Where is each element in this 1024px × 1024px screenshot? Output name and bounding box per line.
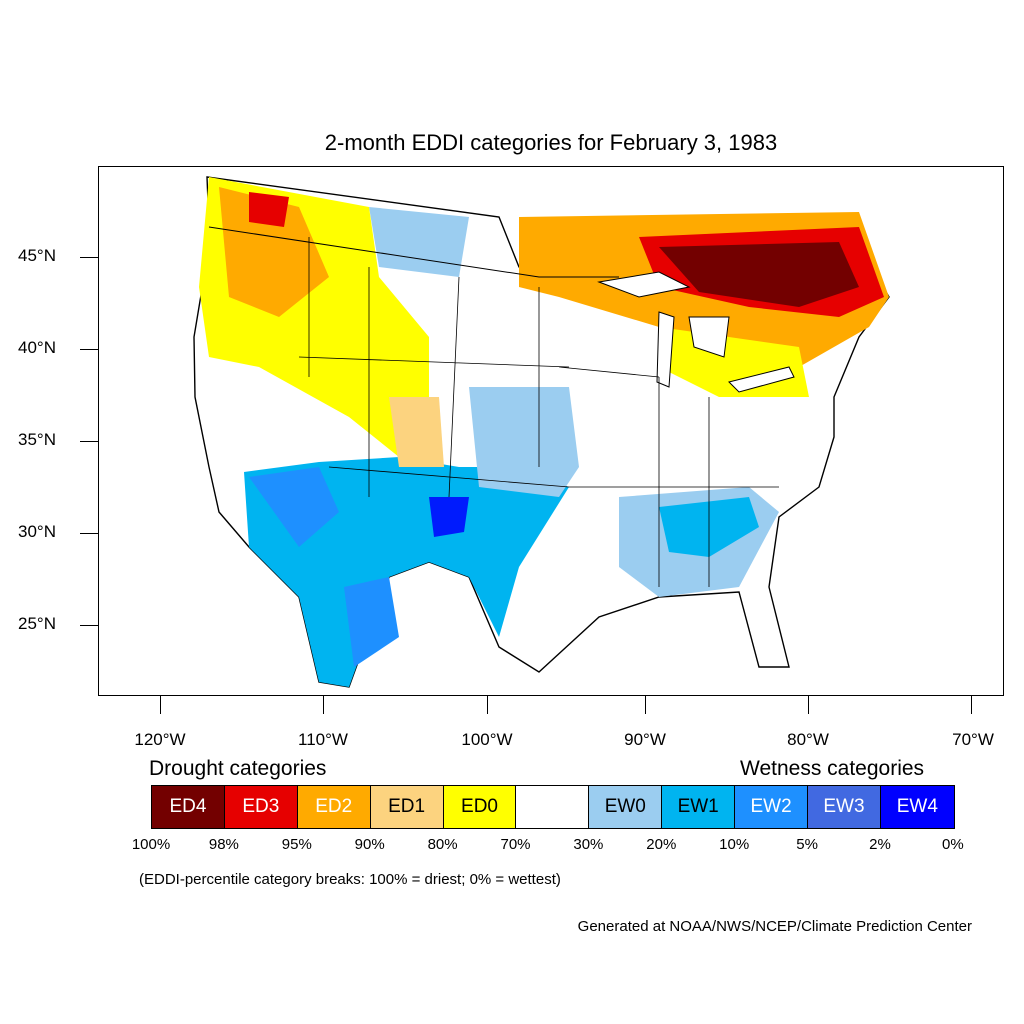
legend-swatch-ew0: EW0 bbox=[589, 786, 663, 828]
drought-region-pacific-nw-moderate bbox=[219, 187, 329, 317]
percentile-label: 5% bbox=[796, 836, 818, 853]
percentile-label: 70% bbox=[500, 836, 531, 853]
percentile-label: 80% bbox=[427, 836, 458, 853]
lon-label-70w: 70°W bbox=[952, 730, 994, 749]
lat-label-45n: 45°N bbox=[18, 246, 56, 265]
drought-region-colorado bbox=[389, 397, 444, 467]
lake-superior bbox=[597, 271, 691, 298]
legend-swatch-ed3: ED3 bbox=[224, 786, 298, 828]
legend-swatch-ew1: EW1 bbox=[662, 786, 736, 828]
lat-tick bbox=[80, 441, 98, 442]
lat-tick bbox=[80, 533, 98, 534]
legend-swatch-neutral bbox=[516, 786, 590, 828]
lon-label-110w: 110°W bbox=[298, 730, 348, 749]
lon-label-80w: 80°W bbox=[787, 730, 829, 749]
eddi-map bbox=[98, 166, 1004, 696]
lon-label-90w: 90°W bbox=[624, 730, 666, 749]
lon-tick bbox=[487, 696, 488, 714]
wetness-region-nm bbox=[429, 497, 469, 537]
conus-map-graphic bbox=[193, 176, 890, 688]
percentile-label: 30% bbox=[573, 836, 604, 853]
lon-label-120w: 120°W bbox=[134, 730, 186, 749]
drought-region-washington-extreme bbox=[249, 192, 289, 227]
lat-label-30n: 30°N bbox=[18, 522, 56, 541]
legend-swatch-ew4: EW4 bbox=[880, 786, 954, 828]
drought-categories-heading: Drought categories bbox=[149, 757, 327, 780]
category-breaks-note: (EDDI-percentile category breaks: 100% =… bbox=[139, 871, 561, 888]
lat-label-25n: 25°N bbox=[18, 614, 56, 633]
lon-tick bbox=[808, 696, 809, 714]
lon-tick bbox=[323, 696, 324, 714]
legend-swatch-ed2: ED2 bbox=[297, 786, 371, 828]
state-boundaries bbox=[298, 237, 779, 587]
legend-swatch-ed1: ED1 bbox=[370, 786, 444, 828]
lon-tick bbox=[971, 696, 972, 714]
legend-swatch-ew3: EW3 bbox=[808, 786, 881, 828]
map-title: 2-month EDDI categories for February 3, … bbox=[324, 130, 778, 155]
wetness-region-texas bbox=[344, 577, 399, 667]
percentile-label: 0% bbox=[942, 836, 964, 853]
lake-michigan bbox=[656, 311, 675, 388]
percentile-label: 98% bbox=[208, 836, 239, 853]
category-colorbar: ED4 ED3 ED2 ED1 ED0 EW0 EW1 EW2 EW3 EW4 bbox=[151, 785, 955, 829]
percentile-label: 20% bbox=[646, 836, 677, 853]
percentile-label: 95% bbox=[281, 836, 312, 853]
legend-swatch-ed4: ED4 bbox=[152, 786, 225, 828]
lat-tick bbox=[80, 625, 98, 626]
canada-border bbox=[208, 226, 619, 278]
lat-label-35n: 35°N bbox=[18, 430, 56, 449]
lon-label-100w: 100°W bbox=[461, 730, 513, 749]
percentile-label: 2% bbox=[869, 836, 891, 853]
wetness-region-northern-rockies bbox=[369, 207, 469, 277]
wetness-region-plains bbox=[469, 387, 579, 497]
legend-swatch-ew2: EW2 bbox=[735, 786, 809, 828]
wetness-region-southwest-strong bbox=[249, 467, 339, 547]
lon-tick bbox=[160, 696, 161, 714]
lake-huron bbox=[688, 316, 730, 358]
credit-line: Generated at NOAA/NWS/NCEP/Climate Predi… bbox=[577, 918, 972, 935]
percentile-label: 10% bbox=[719, 836, 750, 853]
lat-tick bbox=[80, 257, 98, 258]
percentile-label: 90% bbox=[354, 836, 385, 853]
wetness-categories-heading: Wetness categories bbox=[740, 757, 925, 780]
percentile-label: 100% bbox=[131, 836, 171, 853]
legend-swatch-ed0: ED0 bbox=[443, 786, 517, 828]
drought-region-northeast-extreme bbox=[659, 242, 859, 307]
lon-tick bbox=[645, 696, 646, 714]
lake-erie bbox=[728, 366, 795, 393]
lat-label-40n: 40°N bbox=[18, 338, 56, 357]
lat-tick bbox=[80, 349, 98, 350]
